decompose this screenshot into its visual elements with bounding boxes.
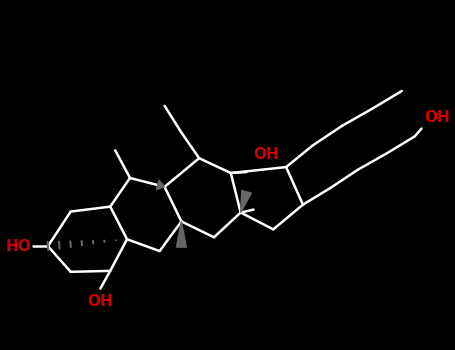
Text: OH: OH [87, 294, 113, 309]
Polygon shape [177, 222, 186, 247]
Text: OH: OH [253, 147, 279, 162]
Polygon shape [241, 190, 251, 212]
Text: HO: HO [5, 239, 31, 254]
Text: OH: OH [425, 110, 450, 125]
Polygon shape [157, 180, 165, 190]
